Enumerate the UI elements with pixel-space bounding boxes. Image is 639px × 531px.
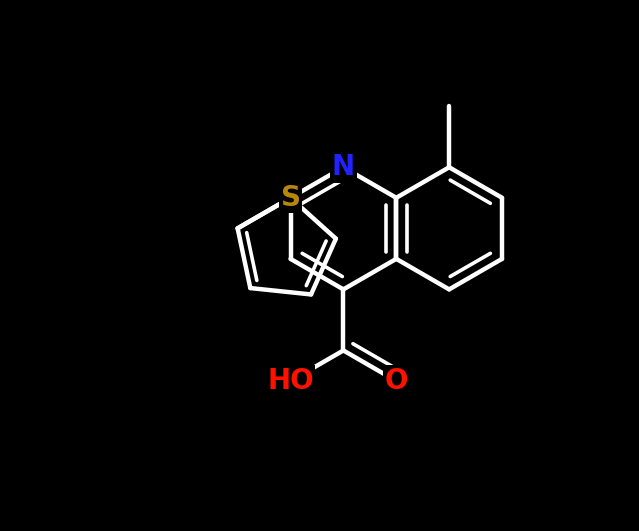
Text: O: O: [385, 367, 408, 395]
Text: HO: HO: [267, 367, 314, 395]
Text: S: S: [281, 184, 300, 212]
Text: N: N: [332, 153, 355, 181]
